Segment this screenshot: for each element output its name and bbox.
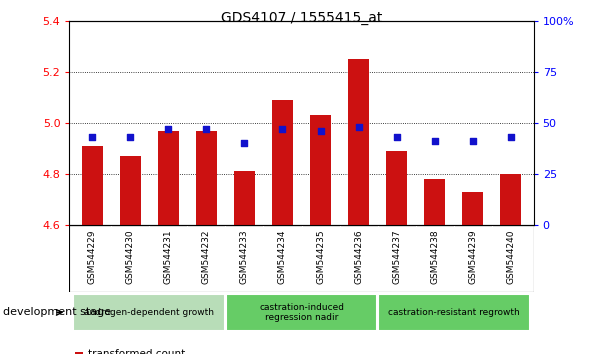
FancyBboxPatch shape — [74, 294, 225, 331]
Text: GSM544236: GSM544236 — [354, 229, 363, 284]
Point — [316, 128, 326, 134]
Bar — [234, 171, 255, 225]
Text: GSM544234: GSM544234 — [278, 229, 287, 284]
Bar — [196, 131, 217, 225]
Bar — [310, 115, 331, 225]
Text: GSM544230: GSM544230 — [126, 229, 134, 284]
Point — [239, 141, 249, 146]
Text: GDS4107 / 1555415_at: GDS4107 / 1555415_at — [221, 11, 382, 25]
Bar — [425, 179, 445, 225]
Text: GSM544231: GSM544231 — [164, 229, 173, 284]
Bar — [82, 146, 103, 225]
Bar — [386, 151, 407, 225]
FancyBboxPatch shape — [378, 294, 529, 331]
Bar — [158, 131, 178, 225]
Text: GSM544229: GSM544229 — [87, 229, 96, 284]
Bar — [463, 192, 483, 225]
Point — [354, 124, 364, 130]
Bar — [272, 100, 293, 225]
Bar — [348, 59, 369, 225]
Text: androgen-dependent growth: androgen-dependent growth — [84, 308, 214, 317]
Text: development stage: development stage — [3, 307, 111, 318]
Text: GSM544233: GSM544233 — [240, 229, 249, 284]
Text: GSM544232: GSM544232 — [202, 229, 211, 284]
Text: GSM544237: GSM544237 — [392, 229, 401, 284]
Text: GSM544235: GSM544235 — [316, 229, 325, 284]
Text: castration-induced
regression nadir: castration-induced regression nadir — [259, 303, 344, 322]
Point — [87, 135, 97, 140]
Text: castration-resistant regrowth: castration-resistant regrowth — [388, 308, 520, 317]
Text: transformed count: transformed count — [88, 349, 185, 354]
Point — [163, 126, 173, 132]
FancyBboxPatch shape — [226, 294, 377, 331]
Text: GSM544239: GSM544239 — [469, 229, 477, 284]
Point — [392, 135, 402, 140]
Text: GSM544240: GSM544240 — [507, 229, 516, 284]
Bar — [500, 174, 521, 225]
Bar — [120, 156, 140, 225]
Point — [468, 138, 478, 144]
Point — [201, 126, 211, 132]
Point — [430, 138, 440, 144]
Point — [506, 135, 516, 140]
Point — [277, 126, 287, 132]
Point — [125, 135, 135, 140]
Text: GSM544238: GSM544238 — [430, 229, 439, 284]
